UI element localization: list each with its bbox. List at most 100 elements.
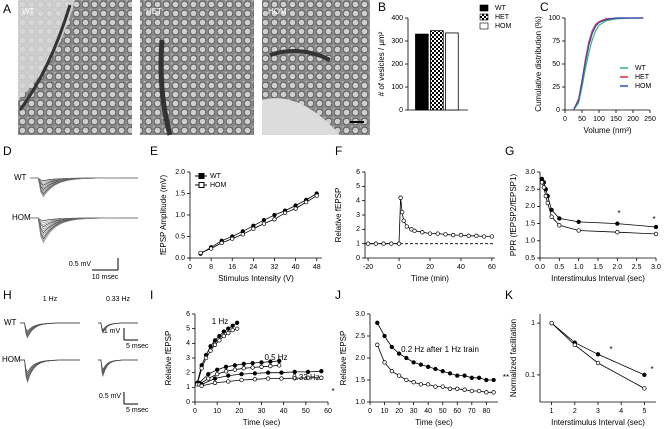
data-point <box>539 180 545 185</box>
data-point <box>482 234 487 239</box>
data-point <box>239 377 244 383</box>
data-point <box>455 386 460 391</box>
chart: B 0 100 200 300 400 # of vesicles / μm² WT HET HO… <box>377 0 511 114</box>
x-tick-label: 60 <box>453 408 461 415</box>
trace <box>30 217 138 244</box>
trace <box>20 359 80 384</box>
data-point <box>484 390 489 395</box>
data-point <box>259 360 264 365</box>
data-point <box>226 379 231 384</box>
scale-label: 1 mV <box>104 328 121 335</box>
x-tick-label: 3.0 <box>651 264 661 271</box>
data-point <box>239 371 244 377</box>
data-point <box>373 241 378 246</box>
x-tick-label: 0 <box>188 264 192 271</box>
y-axis-label: Relative fEPSP <box>164 331 173 386</box>
x-tick-label: 100 <box>593 116 605 123</box>
data-point <box>223 369 229 374</box>
data-point <box>433 384 438 389</box>
data-point <box>272 217 277 222</box>
y-tick-label: 3 <box>356 212 360 219</box>
y-tick-label: 5 <box>356 183 360 190</box>
x-tick-label: 10 <box>381 408 389 415</box>
series-line <box>196 322 238 383</box>
data-point <box>401 218 406 223</box>
panel-letter: B <box>378 0 386 14</box>
data-point <box>232 363 238 368</box>
x-tick-label: 0 <box>193 408 197 415</box>
data-point <box>234 326 240 331</box>
data-point <box>226 373 231 378</box>
data-point <box>212 338 218 343</box>
data-point <box>396 373 402 378</box>
series-line <box>201 370 322 385</box>
x-tick-label: 10 <box>213 408 221 415</box>
y-tick-label: 1 <box>531 320 535 327</box>
x-tick-label: 60 <box>488 264 496 271</box>
y-tick-label: 0.0 <box>175 255 185 262</box>
data-point <box>440 384 445 389</box>
micrograph <box>140 0 254 135</box>
data-point <box>595 352 601 357</box>
data-point <box>399 209 405 215</box>
trace <box>30 217 138 228</box>
trace <box>20 359 80 373</box>
data-point <box>576 219 581 225</box>
data-point <box>474 233 479 238</box>
x-tick-label: 20 <box>235 408 243 415</box>
x-tick-label: 50 <box>439 408 447 415</box>
data-point <box>223 364 229 369</box>
y-tick-label: 1.5 <box>175 190 185 197</box>
y-tick-label: 1.0 <box>355 399 365 406</box>
data-point <box>447 386 453 391</box>
membrane-edge <box>18 4 72 111</box>
data-point <box>219 240 224 246</box>
y-axis-label: Cumulative distribution (%) <box>534 16 543 112</box>
x-axis-label: Volume (nm³) <box>583 126 631 135</box>
series-line <box>572 17 644 111</box>
x-tick-label: 250 <box>644 116 656 123</box>
data-point <box>212 380 218 386</box>
data-point <box>615 230 620 235</box>
x-tick-label: 80 <box>482 408 490 415</box>
y-tick-label: 0 <box>186 399 190 406</box>
data-point <box>217 338 222 343</box>
y-tick-label: 2 <box>186 370 190 377</box>
data-point <box>199 383 204 389</box>
x-tick-label: 0 <box>368 408 372 415</box>
y-tick-label: 2.5 <box>525 186 535 193</box>
data-point <box>389 344 394 350</box>
data-point <box>230 323 235 328</box>
x-tick-label: 20 <box>426 264 434 271</box>
data-point <box>389 241 394 246</box>
data-point <box>277 358 282 364</box>
data-point <box>206 376 211 381</box>
data-point <box>268 359 273 364</box>
legend-swatch <box>479 22 489 30</box>
y-tick-label: 1 <box>356 241 360 248</box>
x-tick-label: 40 <box>292 264 300 271</box>
y-tick-label: 4 <box>186 340 190 347</box>
micrographs: A WT HET HOM <box>3 0 370 136</box>
trace <box>20 322 80 332</box>
chart: G0.51.01.52.02.53.00.0 0.5 1.0 1.5 2.0 2.5 3.0… <box>505 144 661 283</box>
x-tick-label: 200 <box>627 116 639 123</box>
x-tick-label: 60 <box>324 408 332 415</box>
data-point <box>232 367 238 372</box>
data-point <box>293 206 298 211</box>
legend-swatch <box>479 13 489 21</box>
data-point <box>208 348 213 353</box>
data-point <box>615 221 620 226</box>
x-tick-label: 2.5 <box>632 264 642 271</box>
legend-label: HOM <box>635 83 652 90</box>
trace <box>30 177 138 189</box>
data-point <box>411 380 416 385</box>
trace <box>98 359 138 378</box>
panel-letter: G <box>505 144 514 158</box>
data-point <box>462 373 467 378</box>
series-line <box>201 377 322 387</box>
data-point <box>455 373 460 378</box>
data-point <box>549 214 554 219</box>
